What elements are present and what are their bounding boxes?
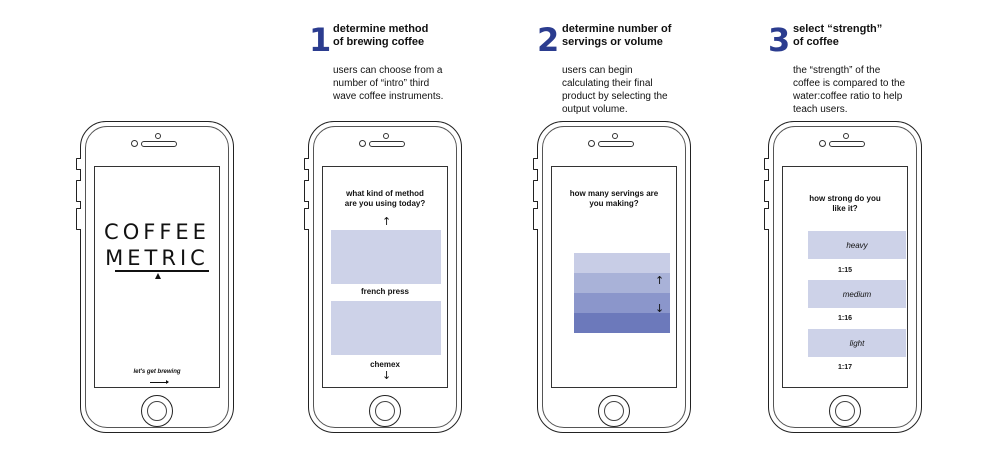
camera-icon bbox=[612, 133, 618, 139]
phone-servings: how many servings are you making? ↑ ↓ bbox=[533, 121, 691, 433]
sensor-icon bbox=[131, 140, 138, 147]
ratio-label: 1:16 bbox=[837, 315, 852, 322]
step-description: users can choose from a number of “intro… bbox=[333, 65, 444, 102]
sensor-icon bbox=[588, 140, 595, 147]
strength-heavy-button[interactable]: heavy bbox=[808, 231, 906, 259]
side-button bbox=[533, 158, 538, 170]
side-button bbox=[304, 158, 309, 170]
step-description: the “strength” of the coffee is compared… bbox=[793, 65, 906, 115]
volume-level-4[interactable] bbox=[574, 313, 670, 333]
side-button bbox=[76, 208, 81, 230]
question-heading: how strong do you like it? bbox=[809, 194, 881, 213]
strength-light-button[interactable]: light bbox=[808, 329, 906, 357]
step-description: users can begin calculating their final … bbox=[562, 65, 668, 115]
arrow-down-icon[interactable]: ↓ bbox=[382, 369, 392, 382]
step-number: 2 bbox=[537, 21, 560, 59]
arrow-up-icon[interactable]: ↑ bbox=[655, 274, 665, 287]
side-button bbox=[304, 180, 309, 202]
arrow-down-icon[interactable]: ↓ bbox=[655, 302, 665, 315]
step-title: determine method of brewing coffee bbox=[333, 23, 429, 48]
volume-level-2[interactable] bbox=[574, 273, 670, 293]
step-title: determine number of servings or volume bbox=[562, 23, 672, 48]
speaker-grille bbox=[141, 141, 177, 147]
camera-icon bbox=[383, 133, 389, 139]
servings-screen: how many servings are you making? ↑ ↓ bbox=[551, 166, 677, 388]
side-button bbox=[764, 180, 769, 202]
side-button bbox=[764, 158, 769, 170]
phone-splash: COFFEE METRIC let's get brewing bbox=[76, 121, 234, 433]
home-button[interactable] bbox=[369, 395, 401, 427]
brand-underline bbox=[115, 270, 209, 272]
step-title: select “strength” of coffee bbox=[793, 23, 883, 48]
strength-screen: how strong do you like it? heavy 1:15 me… bbox=[782, 166, 908, 388]
camera-icon bbox=[155, 133, 161, 139]
brand-word-2: METRIC bbox=[105, 246, 209, 270]
option-label: chemex bbox=[370, 360, 400, 369]
side-button bbox=[304, 208, 309, 230]
side-button bbox=[76, 180, 81, 202]
ratio-label: 1:17 bbox=[837, 364, 852, 371]
cta-label[interactable]: let's get brewing bbox=[133, 369, 181, 375]
phone-strength: how strong do you like it? heavy 1:15 me… bbox=[764, 121, 922, 433]
french-press-option[interactable] bbox=[331, 230, 441, 284]
home-button[interactable] bbox=[829, 395, 861, 427]
arrow-right-icon[interactable] bbox=[150, 380, 169, 384]
home-button[interactable] bbox=[598, 395, 630, 427]
method-screen: what kind of method are you using today?… bbox=[322, 166, 448, 388]
question-heading: what kind of method are you using today? bbox=[344, 189, 426, 208]
phone-method: what kind of method are you using today?… bbox=[304, 121, 462, 433]
side-button bbox=[533, 208, 538, 230]
splash-screen: COFFEE METRIC let's get brewing bbox=[94, 166, 220, 388]
side-button bbox=[533, 180, 538, 202]
volume-level-1[interactable] bbox=[574, 253, 670, 273]
side-button bbox=[764, 208, 769, 230]
home-button[interactable] bbox=[141, 395, 173, 427]
brand-triangle-icon bbox=[155, 273, 161, 279]
speaker-grille bbox=[598, 141, 634, 147]
speaker-grille bbox=[369, 141, 405, 147]
arrow-up-icon[interactable]: ↑ bbox=[382, 215, 392, 228]
strength-medium-button[interactable]: medium bbox=[808, 280, 906, 308]
sensor-icon bbox=[819, 140, 826, 147]
question-heading: how many servings are you making? bbox=[569, 189, 659, 208]
speaker-grille bbox=[829, 141, 865, 147]
step-number: 3 bbox=[768, 21, 791, 59]
volume-level-3[interactable] bbox=[574, 293, 670, 313]
chemex-option[interactable] bbox=[331, 301, 441, 355]
ratio-label: 1:15 bbox=[837, 267, 852, 274]
step-number: 1 bbox=[309, 21, 332, 59]
side-button bbox=[76, 158, 81, 170]
sensor-icon bbox=[359, 140, 366, 147]
brand-word-1: COFFEE bbox=[104, 220, 210, 244]
camera-icon bbox=[843, 133, 849, 139]
option-label: french press bbox=[360, 287, 410, 296]
